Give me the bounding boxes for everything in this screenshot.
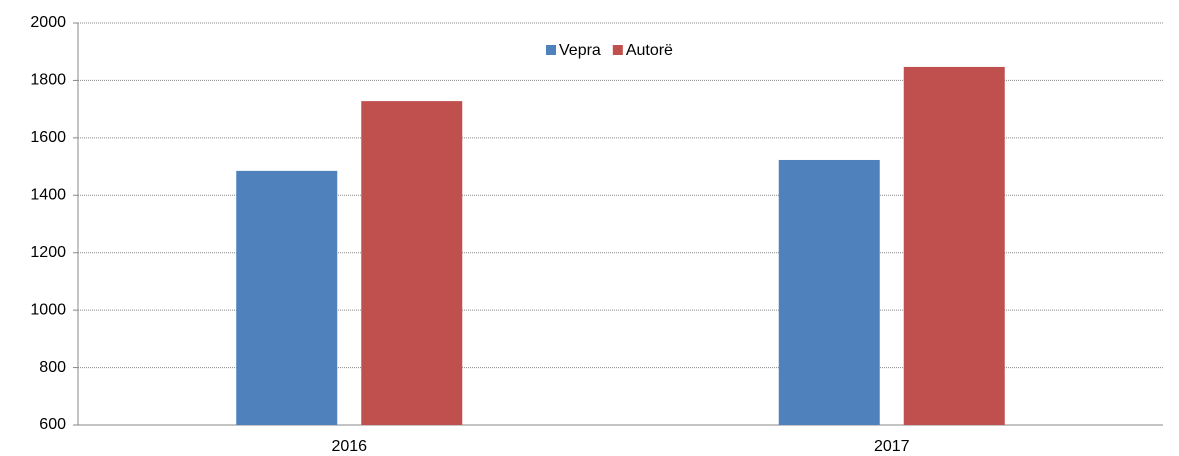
y-tick-label: 1200	[30, 244, 66, 261]
legend-swatch	[546, 45, 556, 55]
x-tick-label: 2017	[874, 438, 910, 455]
y-tick-label: 800	[39, 359, 66, 376]
x-tick-label: 2016	[331, 438, 367, 455]
legend-label: Vepra	[559, 42, 601, 59]
bar	[361, 101, 463, 426]
y-tick-label: 1400	[30, 187, 66, 204]
bar	[236, 170, 338, 425]
y-tick-label: 1600	[30, 129, 66, 146]
legend-label: Autorë	[626, 42, 673, 59]
y-tick-label: 2000	[30, 14, 66, 31]
y-tick-label: 1000	[30, 301, 66, 318]
bar	[903, 66, 1005, 425]
bar	[778, 159, 880, 425]
y-tick-label: 600	[39, 416, 66, 433]
y-tick-label: 1800	[30, 72, 66, 89]
legend-swatch	[612, 45, 623, 55]
